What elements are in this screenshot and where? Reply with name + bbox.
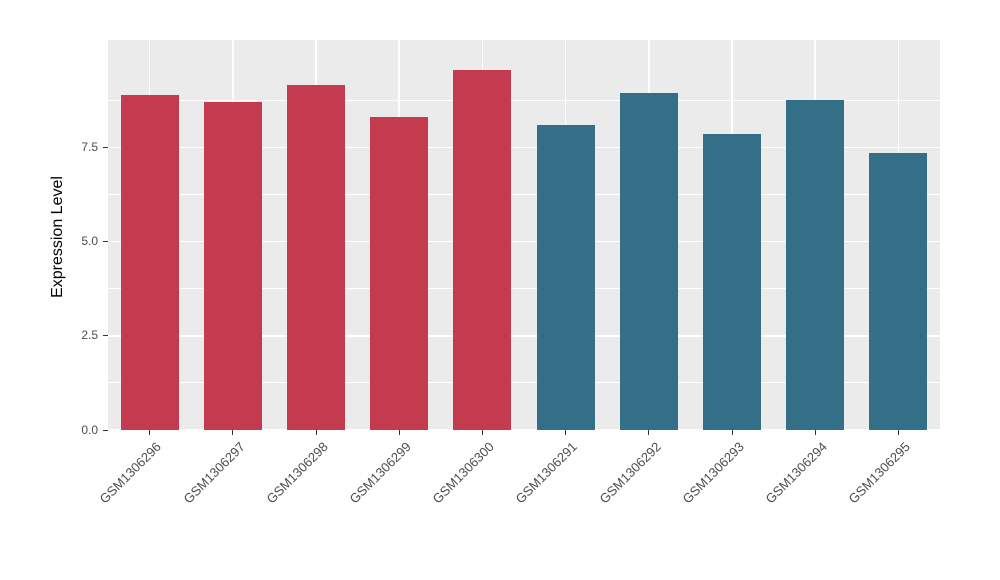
x-tick-label-GSM1306294: GSM1306294 xyxy=(762,439,830,507)
x-tick-label-GSM1306295: GSM1306295 xyxy=(845,439,914,507)
y-tick-label: 2.5 xyxy=(81,328,98,343)
x-tick-label-GSM1306298: GSM1306298 xyxy=(263,439,331,507)
bar-GSM1306299 xyxy=(370,117,429,430)
gridline-major xyxy=(108,429,940,431)
x-tick-label-GSM1306291: GSM1306291 xyxy=(512,439,581,507)
bar-GSM1306295 xyxy=(869,153,928,430)
x-tick-mark xyxy=(648,430,650,435)
x-tick-mark xyxy=(232,430,234,435)
x-tick-label-GSM1306299: GSM1306299 xyxy=(346,439,414,507)
bar-GSM1306291 xyxy=(536,124,595,430)
bar-GSM1306298 xyxy=(287,85,345,430)
gridline-minor xyxy=(108,194,940,195)
gridline-minor xyxy=(108,288,940,290)
bar-GSM1306296 xyxy=(120,94,179,430)
y-tick-mark xyxy=(103,335,108,337)
gridline-major xyxy=(108,334,940,337)
y-tick-mark xyxy=(103,241,108,243)
x-tick-mark xyxy=(731,430,733,435)
gridline-minor xyxy=(108,382,940,384)
x-tick-label-GSM1306300: GSM1306300 xyxy=(429,439,498,507)
y-tick-label: 0.0 xyxy=(81,422,98,437)
x-tick-mark xyxy=(149,430,151,435)
bar-GSM1306294 xyxy=(786,100,845,430)
x-tick-mark xyxy=(398,430,400,435)
x-tick-mark xyxy=(814,430,816,435)
gridline-major xyxy=(108,146,940,149)
bar-GSM1306300 xyxy=(453,70,512,430)
x-tick-mark xyxy=(315,430,317,435)
y-tick-mark xyxy=(103,146,108,148)
x-tick-mark xyxy=(897,430,899,435)
y-tick-label: 5.0 xyxy=(81,234,98,249)
y-tick-label: 7.5 xyxy=(81,139,98,154)
y-tick-mark xyxy=(103,429,108,431)
bar-GSM1306292 xyxy=(619,92,678,430)
plot-panel xyxy=(108,40,940,431)
gridline-minor xyxy=(108,99,940,101)
x-tick-mark xyxy=(481,430,483,435)
gridline-major xyxy=(108,240,940,243)
bar-GSM1306297 xyxy=(203,102,262,430)
bar-GSM1306293 xyxy=(703,134,761,430)
x-tick-label-GSM1306297: GSM1306297 xyxy=(180,439,248,507)
x-tick-mark xyxy=(565,430,567,435)
x-tick-label-GSM1306293: GSM1306293 xyxy=(679,439,747,507)
x-tick-label-GSM1306292: GSM1306292 xyxy=(596,439,664,507)
x-tick-label-GSM1306296: GSM1306296 xyxy=(96,439,165,507)
